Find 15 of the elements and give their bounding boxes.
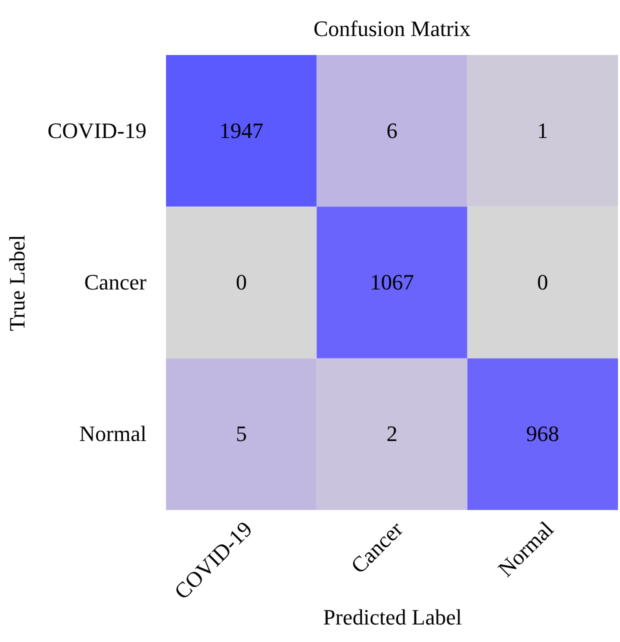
- y-axis-title: True Label: [4, 234, 30, 332]
- data-label: 1067: [370, 270, 414, 294]
- y-tick-label: Cancer: [84, 270, 148, 294]
- data-label: 1947: [219, 118, 264, 143]
- data-label: 6: [386, 118, 398, 143]
- y-tick-label: COVID-19: [48, 118, 146, 143]
- data-label: 0: [537, 270, 548, 294]
- data-label: 1: [537, 118, 548, 143]
- x-axis-title: Predicted Label: [323, 604, 462, 630]
- data-label: 968: [526, 421, 560, 446]
- data-label: 2: [386, 421, 398, 446]
- y-tick-label: Normal: [79, 421, 146, 446]
- data-label: 0: [236, 270, 247, 294]
- data-label: 5: [236, 421, 247, 446]
- text: Confusion Matrix: [313, 16, 471, 41]
